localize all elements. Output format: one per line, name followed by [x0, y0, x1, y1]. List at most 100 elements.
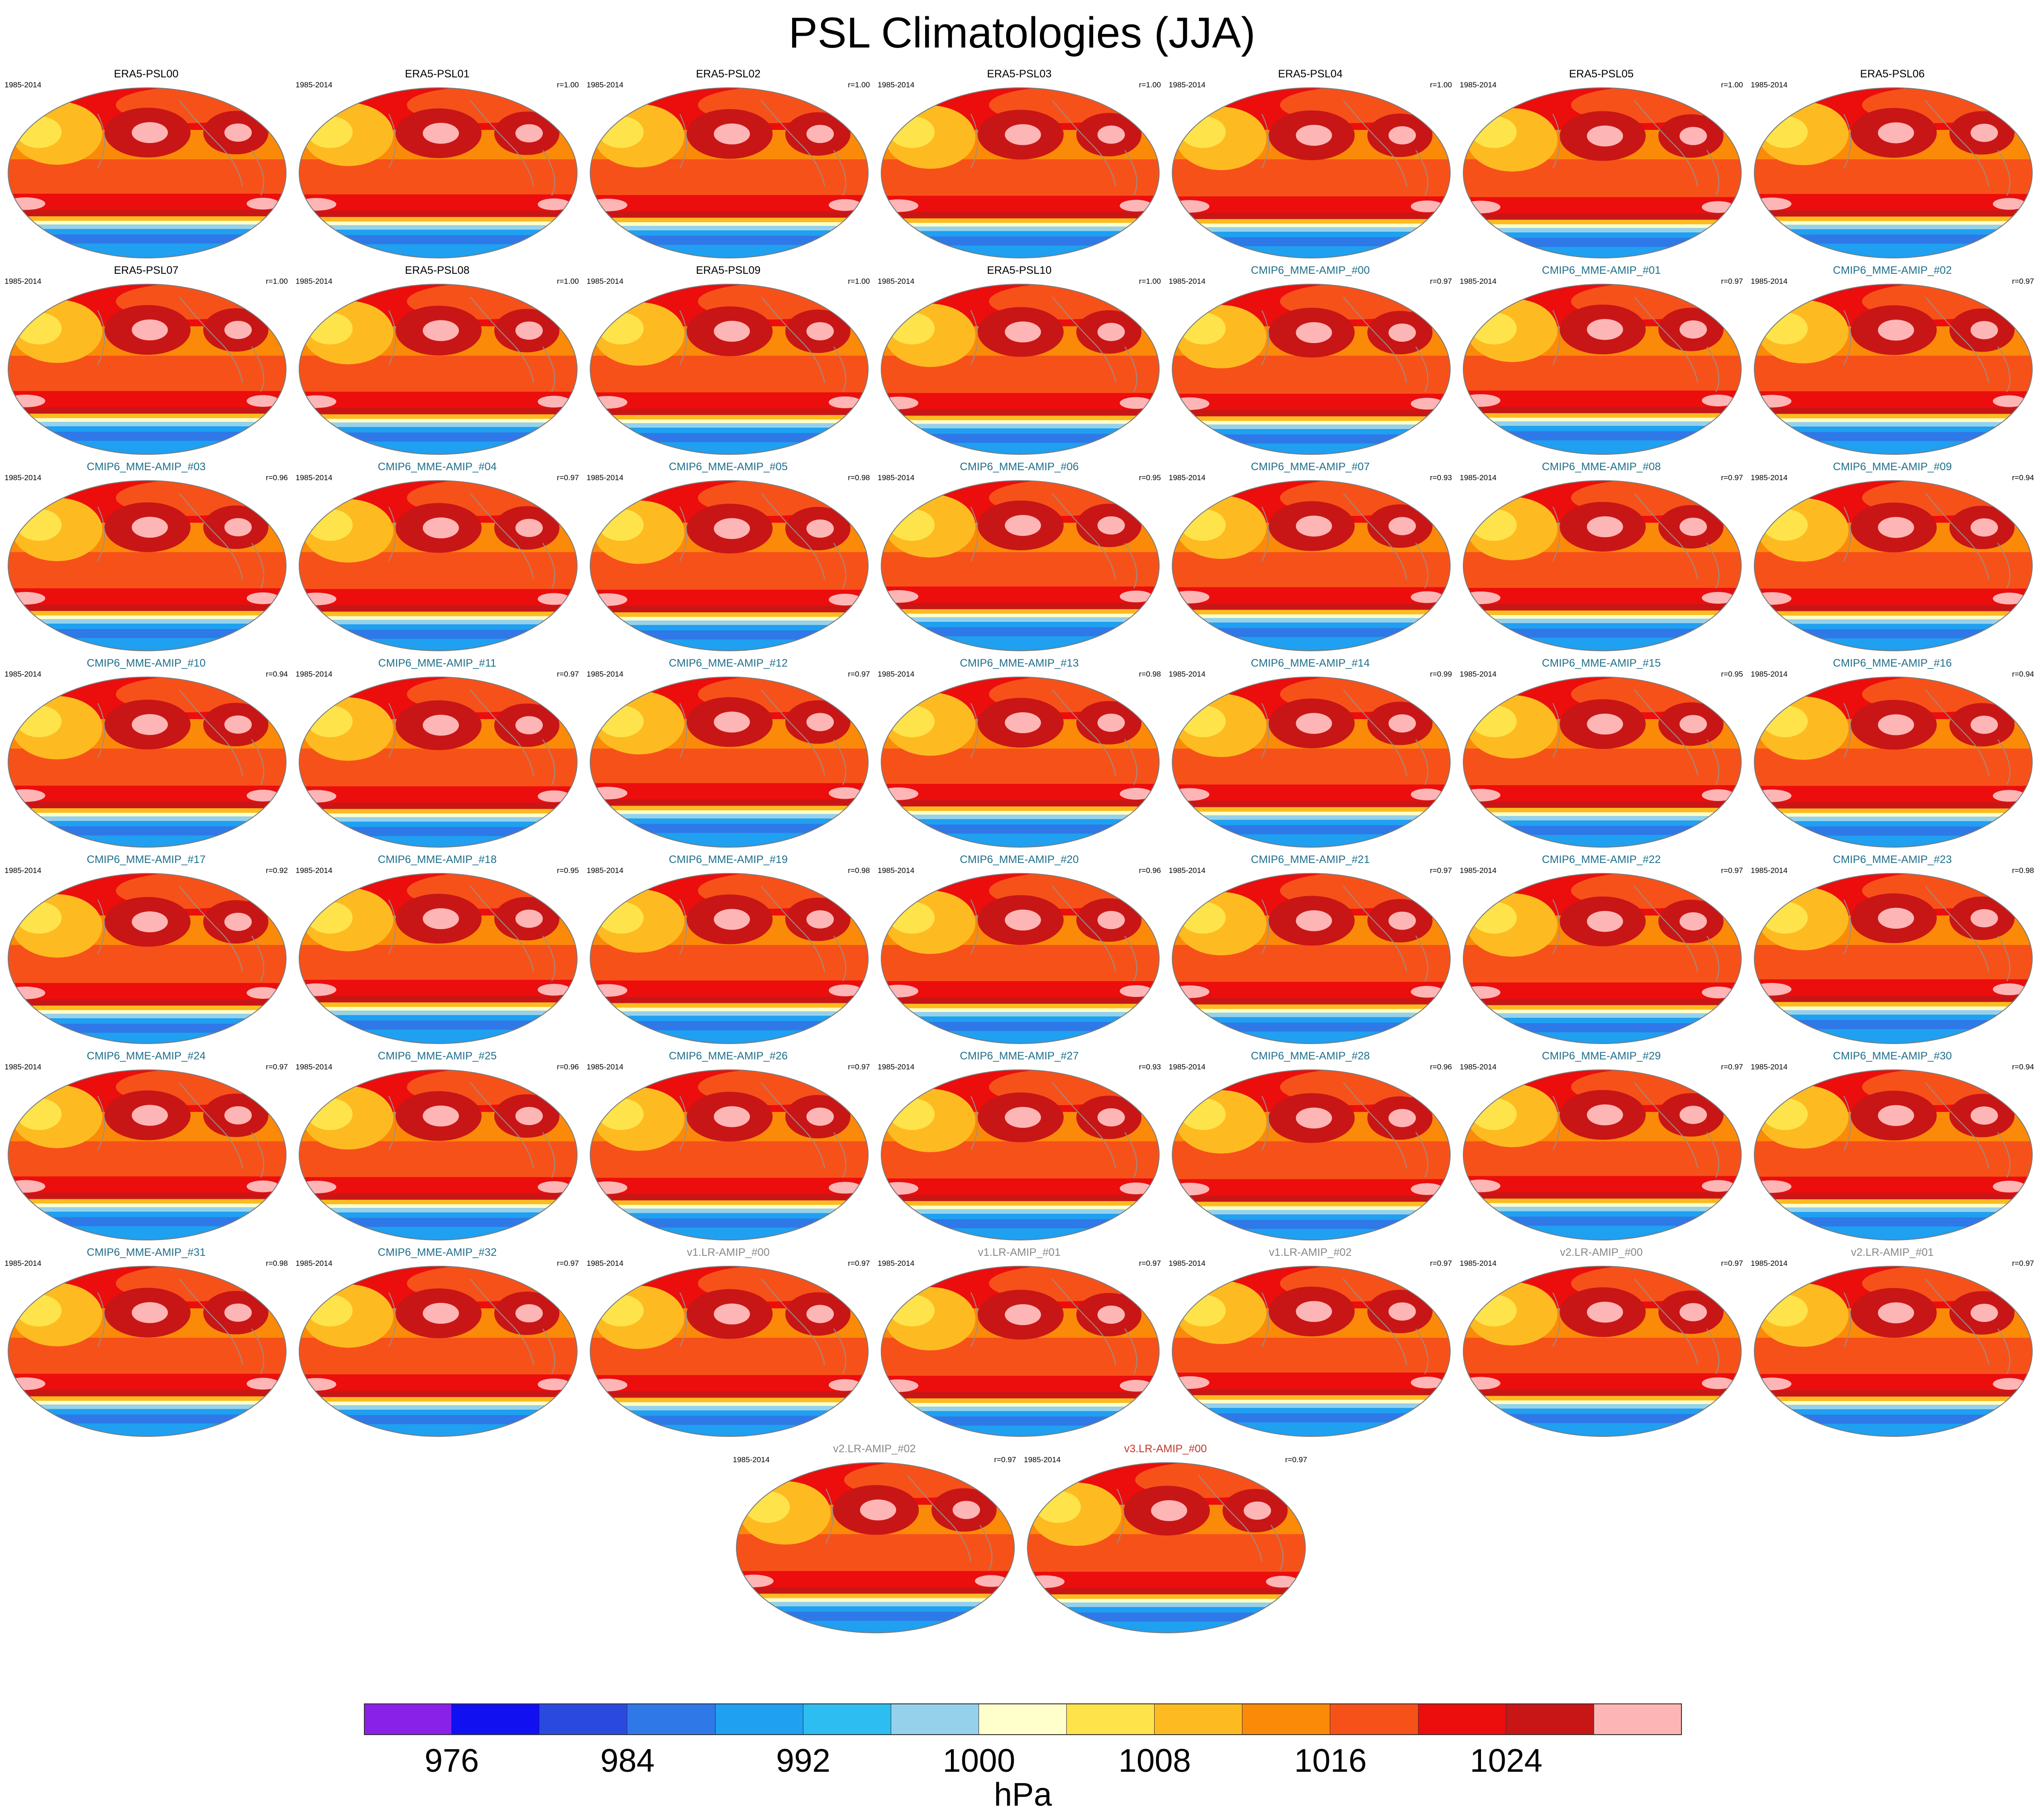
climatology-panel: 1985-2014 CMIP6_MME-AMIP_#04 r=0.97 — [292, 461, 583, 655]
panel-correlation: r=1.00 — [1139, 277, 1161, 286]
panel-title: CMIP6_MME-AMIP_#24 — [86, 1050, 206, 1062]
psl-map — [1027, 1462, 1306, 1633]
climatology-panel: 1985-2014 v1.LR-AMIP_#01 r=0.97 — [874, 1246, 1165, 1441]
panel-title: CMIP6_MME-AMIP_#14 — [1251, 657, 1370, 669]
psl-map — [8, 1266, 287, 1437]
panel-correlation: r=0.96 — [1430, 1063, 1452, 1071]
panel-correlation: r=0.97 — [1430, 277, 1452, 286]
climatology-panel: 1985-2014 CMIP6_MME-AMIP_#02 r=0.97 — [1747, 264, 2038, 459]
psl-map — [881, 87, 1160, 258]
panel-correlation: r=0.97 — [557, 473, 579, 482]
panel-years: 1985-2014 — [1169, 670, 1206, 678]
panel-years: 1985-2014 — [587, 670, 624, 678]
climatology-panel: 1985-2014 ERA5-PSL09 r=1.00 — [583, 264, 874, 459]
panel-years: 1985-2014 — [587, 1063, 624, 1071]
panel-correlation: r=0.97 — [1721, 473, 1743, 482]
colorbar-tick-label: 1024 — [1470, 1743, 1543, 1779]
panel-title: CMIP6_MME-AMIP_#10 — [86, 657, 206, 669]
climatology-panel: 1985-2014 CMIP6_MME-AMIP_#06 r=0.95 — [874, 461, 1165, 655]
climatology-panel: 1985-2014 CMIP6_MME-AMIP_#00 r=0.97 — [1165, 264, 1456, 459]
panel-title: CMIP6_MME-AMIP_#05 — [669, 461, 788, 473]
panel-years: 1985-2014 — [878, 670, 915, 678]
panel-years: 1985-2014 — [1460, 1063, 1497, 1071]
psl-map — [590, 1266, 869, 1437]
psl-map — [881, 873, 1160, 1044]
panel-correlation: r=0.97 — [1430, 1259, 1452, 1268]
panel-years: 1985-2014 — [587, 81, 624, 89]
psl-map — [1172, 1266, 1451, 1437]
panel-title: CMIP6_MME-AMIP_#11 — [378, 657, 497, 669]
panel-title: ERA5-PSL10 — [987, 264, 1052, 277]
colorbar-units: hPa — [993, 1777, 1052, 1813]
panel-title: ERA5-PSL00 — [114, 68, 179, 80]
panel-title: CMIP6_MME-AMIP_#25 — [377, 1050, 497, 1062]
climatology-panel: 1985-2014 CMIP6_MME-AMIP_#11 r=0.97 — [292, 657, 583, 852]
panel-years: 1985-2014 — [296, 866, 333, 875]
psl-map — [881, 284, 1160, 455]
climatology-panel: 1985-2014 CMIP6_MME-AMIP_#19 r=0.98 — [583, 854, 874, 1048]
climatology-panel: 1985-2014 ERA5-PSL03 r=1.00 — [874, 68, 1165, 262]
panel-years: 1985-2014 — [1751, 473, 1788, 482]
panel-title: v2.LR-AMIP_#00 — [1560, 1246, 1643, 1259]
panel-years: 1985-2014 — [878, 1259, 915, 1268]
panel-years: 1985-2014 — [296, 81, 333, 89]
panel-correlation: r=0.97 — [1430, 866, 1452, 875]
panel-title: ERA5-PSL09 — [696, 264, 761, 277]
climatology-panel: 1985-2014 ERA5-PSL00 — [1, 68, 291, 262]
panel-title: CMIP6_MME-AMIP_#19 — [669, 854, 788, 866]
psl-map — [1463, 480, 1742, 651]
psl-map — [1172, 87, 1451, 258]
colorbar-tick-label: 984 — [600, 1743, 655, 1779]
climatology-panel: 1985-2014 CMIP6_MME-AMIP_#32 r=0.97 — [292, 1246, 583, 1441]
climatology-panel: 1985-2014 ERA5-PSL05 r=1.00 — [1456, 68, 1747, 262]
panel-correlation: r=1.00 — [266, 277, 288, 286]
psl-map — [8, 87, 287, 258]
panel-correlation: r=0.95 — [1721, 670, 1743, 678]
panel-correlation: r=1.00 — [557, 81, 579, 89]
panel-title: CMIP6_MME-AMIP_#06 — [960, 461, 1079, 473]
panel-years: 1985-2014 — [878, 81, 915, 89]
colorbar-tick-label: 1016 — [1294, 1743, 1367, 1779]
colorbar-box — [1506, 1703, 1594, 1735]
climatology-panel: 1985-2014 CMIP6_MME-AMIP_#03 r=0.96 — [1, 461, 291, 655]
climatology-panel: 1985-2014 CMIP6_MME-AMIP_#07 r=0.93 — [1165, 461, 1456, 655]
climatology-panel: 1985-2014 CMIP6_MME-AMIP_#26 r=0.97 — [583, 1050, 874, 1245]
psl-map — [1463, 1069, 1742, 1240]
panel-correlation: r=0.97 — [994, 1455, 1016, 1464]
panel-years: 1985-2014 — [5, 277, 42, 286]
psl-map — [736, 1462, 1015, 1633]
climatology-panel: 1985-2014 CMIP6_MME-AMIP_#08 r=0.97 — [1456, 461, 1747, 655]
panel-years: 1985-2014 — [5, 1063, 42, 1071]
climatology-panel: 1985-2014 ERA5-PSL02 r=1.00 — [583, 68, 874, 262]
colorbar-box — [1067, 1703, 1155, 1735]
panel-years: 1985-2014 — [1751, 81, 1788, 89]
panel-correlation: r=0.98 — [266, 1259, 288, 1268]
panel-years: 1985-2014 — [296, 1259, 333, 1268]
psl-map — [299, 1069, 578, 1240]
climatology-panel: 1985-2014 v2.LR-AMIP_#02 r=0.97 — [729, 1443, 1020, 1637]
panel-correlation: r=1.00 — [848, 277, 870, 286]
psl-map — [590, 677, 869, 848]
psl-map — [1754, 1266, 2033, 1437]
panel-years: 1985-2014 — [1460, 473, 1497, 482]
climatology-panel: 1985-2014 v2.LR-AMIP_#00 r=0.97 — [1456, 1246, 1747, 1441]
panel-title: CMIP6_MME-AMIP_#00 — [1251, 264, 1370, 277]
colorbar-box — [452, 1703, 540, 1735]
psl-map — [881, 1266, 1160, 1437]
panel-title: CMIP6_MME-AMIP_#21 — [1251, 854, 1370, 866]
panel-years: 1985-2014 — [1024, 1455, 1061, 1464]
psl-map — [881, 677, 1160, 848]
colorbar-box — [891, 1703, 979, 1735]
psl-map — [1172, 677, 1451, 848]
panel-title: v2.LR-AMIP_#01 — [1851, 1246, 1934, 1259]
climatology-panel: 1985-2014 CMIP6_MME-AMIP_#31 r=0.98 — [1, 1246, 291, 1441]
psl-map — [590, 873, 869, 1044]
psl-map — [1463, 284, 1742, 455]
panel-title: CMIP6_MME-AMIP_#20 — [960, 854, 1079, 866]
panel-title: v1.LR-AMIP_#00 — [687, 1246, 770, 1259]
panel-title: CMIP6_MME-AMIP_#27 — [960, 1050, 1079, 1062]
panel-correlation: r=0.96 — [557, 1063, 579, 1071]
colorbar-box — [1155, 1703, 1243, 1735]
panel-correlation: r=0.97 — [1721, 1063, 1743, 1071]
panel-title: ERA5-PSL04 — [1278, 68, 1343, 80]
